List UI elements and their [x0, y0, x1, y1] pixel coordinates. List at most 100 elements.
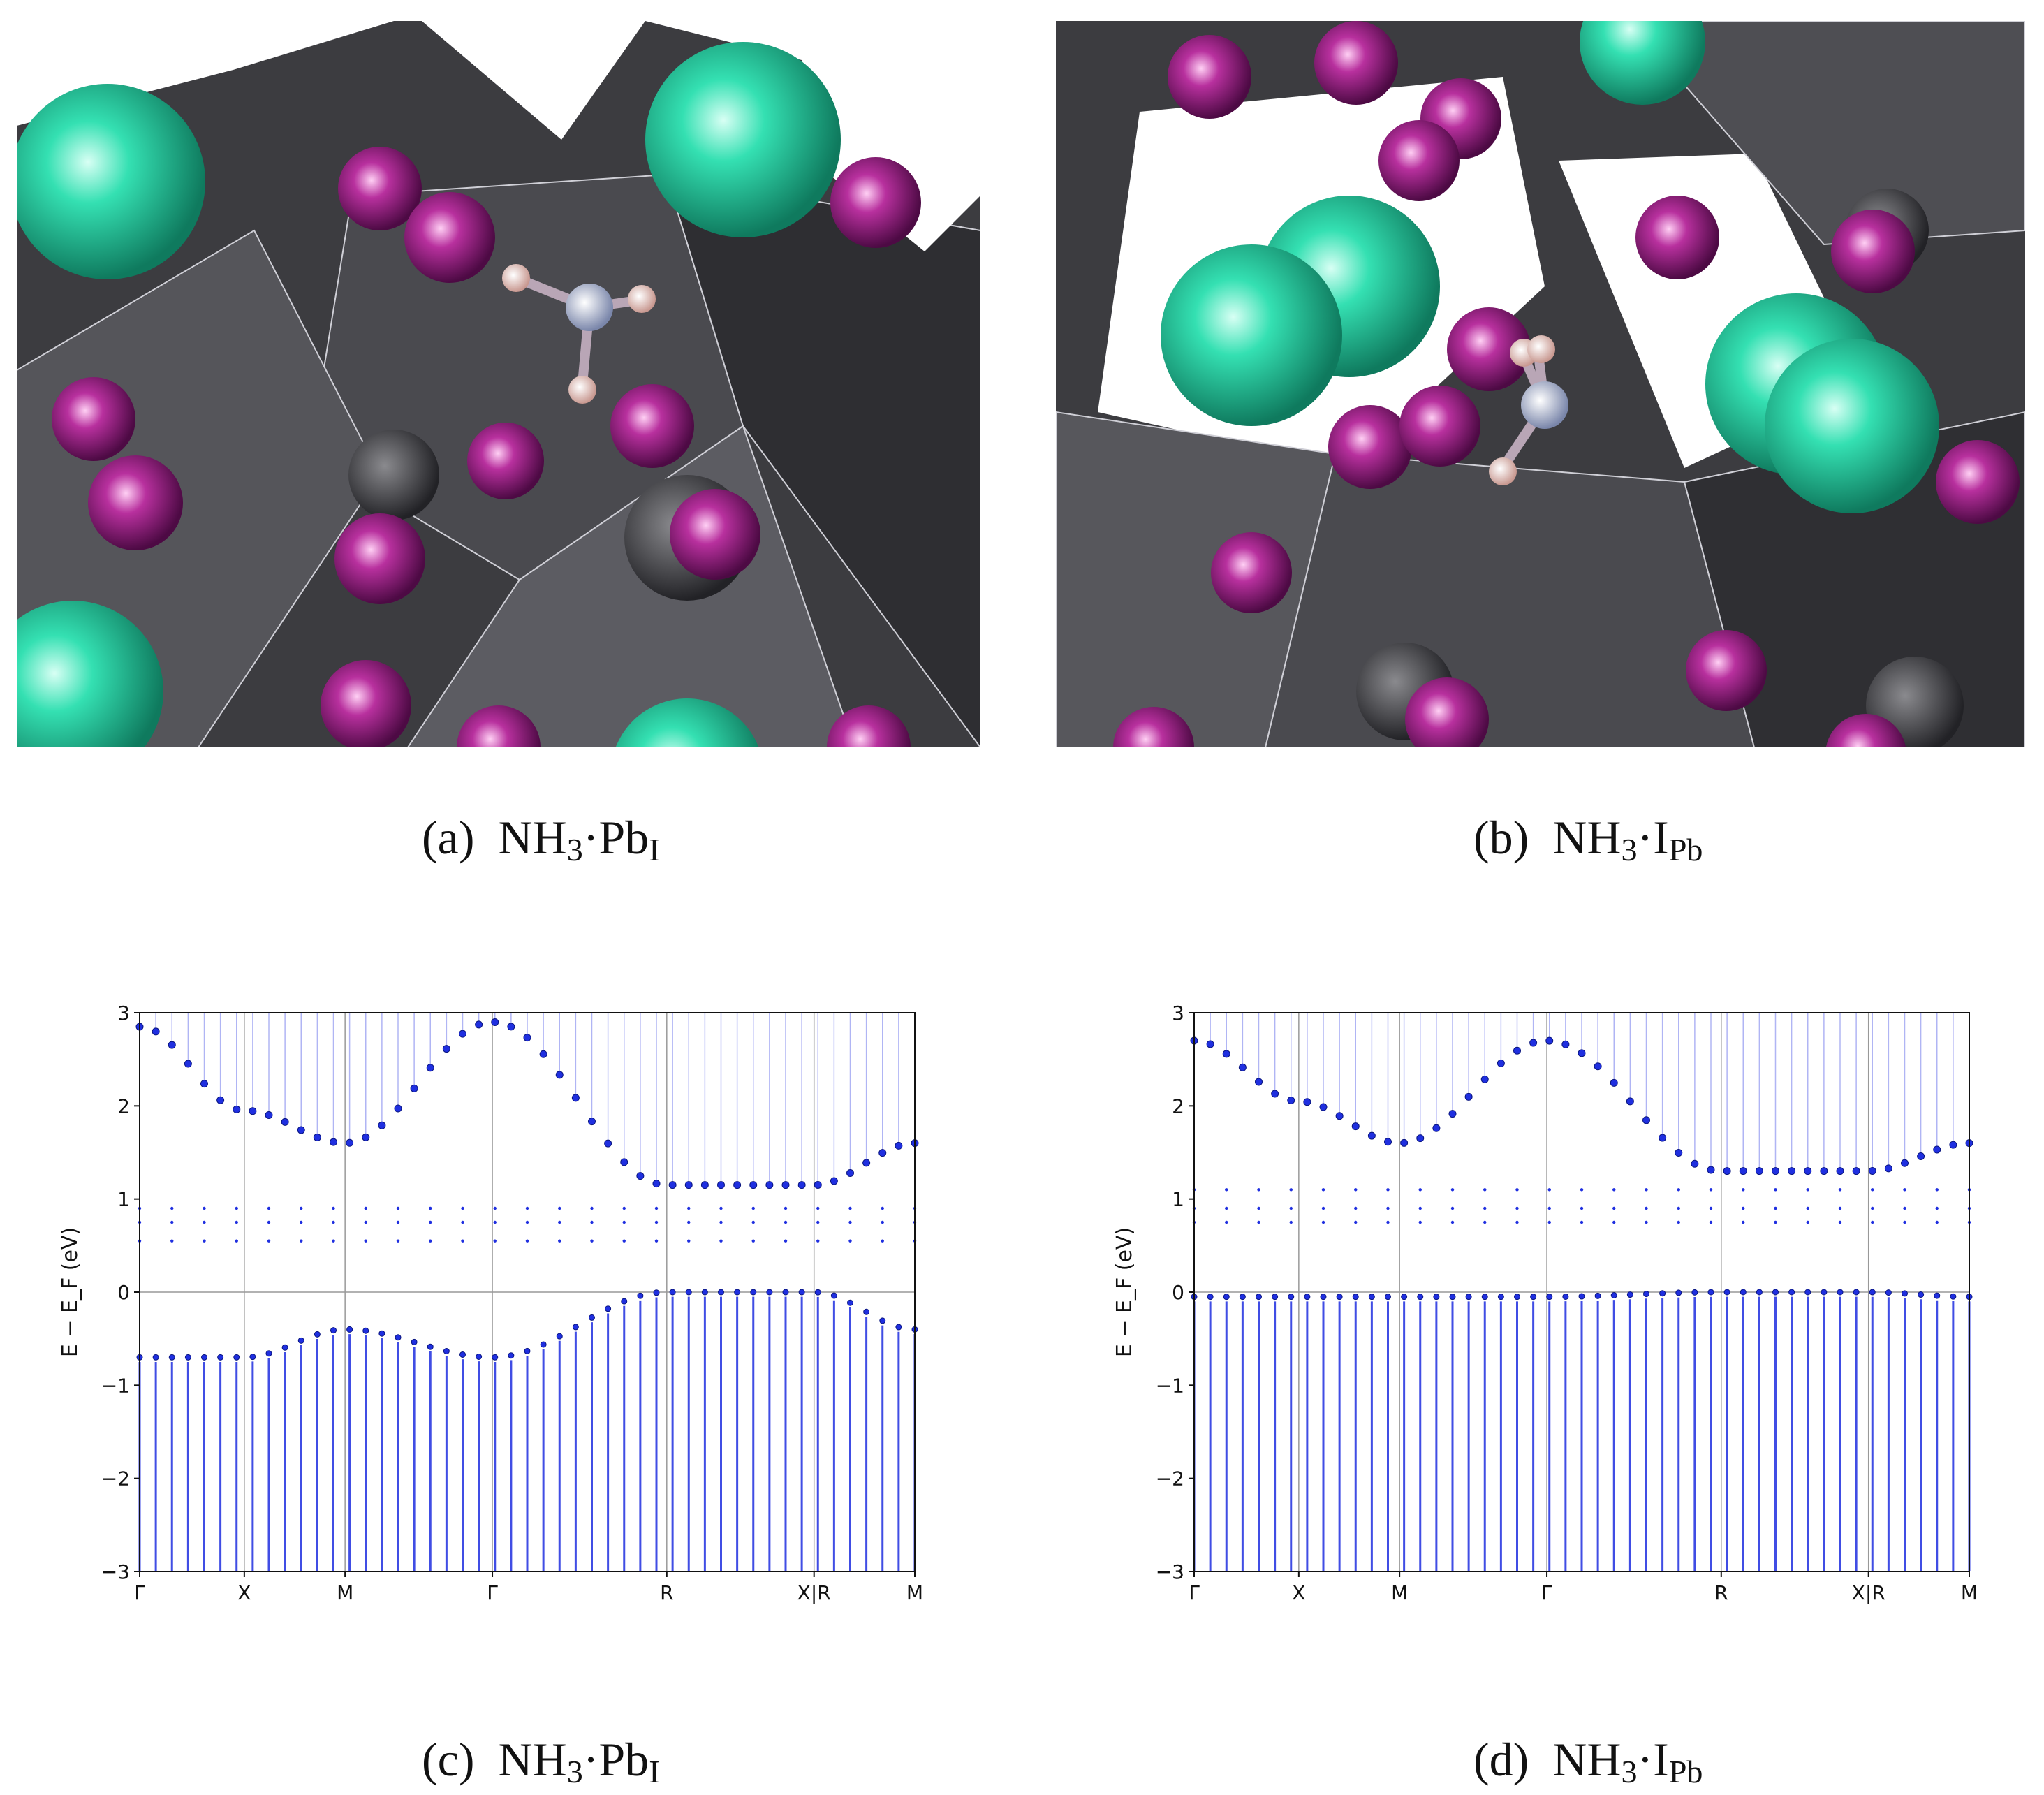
cbm-point	[1561, 1040, 1570, 1048]
defect-level-point	[784, 1239, 788, 1243]
y-tick-label: 2	[117, 1094, 130, 1118]
defect-level-point	[848, 1206, 852, 1210]
vbm-point	[1837, 1289, 1844, 1296]
defect-level-point	[1515, 1188, 1519, 1192]
cbm-point	[1723, 1167, 1731, 1175]
vbm-point	[1594, 1292, 1601, 1299]
y-tick-label: 0	[1172, 1281, 1184, 1304]
defect-level-point	[751, 1220, 755, 1224]
vbm-point	[1401, 1294, 1408, 1301]
cbm-point	[1788, 1167, 1796, 1175]
defect-level-point	[1774, 1206, 1777, 1210]
x-tick-label: Γ	[1541, 1581, 1552, 1604]
defect-level-point	[1742, 1220, 1745, 1224]
x-tick-label: Γ	[1189, 1581, 1200, 1604]
caption-molecule: NH	[1552, 1733, 1622, 1786]
defect-level-point	[1225, 1220, 1228, 1224]
defect-level-point	[1871, 1220, 1874, 1224]
y-tick-label: 3	[117, 1002, 130, 1025]
cbm-point	[378, 1121, 386, 1129]
x-tick-label: M	[337, 1581, 353, 1604]
defect-level-point	[525, 1239, 529, 1243]
vbm-point	[1659, 1290, 1666, 1297]
cbm-point	[394, 1104, 402, 1113]
cbm-point	[1464, 1092, 1473, 1101]
vbm-point	[1723, 1289, 1730, 1296]
y-tick-label: −2	[101, 1467, 130, 1490]
cbm-point	[1755, 1167, 1763, 1175]
vbm-point	[1869, 1289, 1876, 1296]
vbm-point	[701, 1289, 708, 1296]
cbm-point	[830, 1177, 838, 1185]
defect-level-point	[751, 1239, 755, 1243]
vbm-point	[1853, 1289, 1860, 1296]
vbm-point	[1256, 1294, 1262, 1301]
vbm-point	[1707, 1289, 1714, 1296]
defect-level-point	[784, 1206, 788, 1210]
defect-level-point	[881, 1206, 884, 1210]
cbm-point	[475, 1020, 483, 1029]
defect-level-point	[396, 1206, 400, 1210]
cbm-point	[733, 1181, 742, 1189]
defect-level-point	[1612, 1206, 1616, 1210]
defect-level-point	[1289, 1188, 1293, 1192]
y-tick-label: 2	[1172, 1094, 1184, 1118]
cbm-point	[620, 1158, 628, 1166]
cbm-point	[717, 1181, 725, 1189]
cbm-point	[1238, 1063, 1247, 1071]
caption-a: (a) NH3·PbI	[422, 810, 660, 868]
defect-level-point	[1903, 1188, 1906, 1192]
defect-level-point	[1418, 1206, 1422, 1210]
x-tick-label: Γ	[134, 1581, 145, 1604]
caption-defect-subscript: Pb	[1668, 1754, 1703, 1789]
vbm-point	[718, 1289, 724, 1296]
y-tick-label: 3	[1172, 1002, 1184, 1025]
defect-level-point	[203, 1239, 206, 1243]
cbm-point	[1933, 1145, 1941, 1154]
defect-level-point	[1547, 1206, 1551, 1210]
defect-level-point	[622, 1239, 626, 1243]
cbm-point	[330, 1138, 337, 1146]
vbm-point	[184, 1354, 191, 1361]
cbm-point	[1271, 1090, 1279, 1098]
defect-level-point	[1806, 1220, 1809, 1224]
defect-level-point	[332, 1239, 335, 1243]
defect-level-point	[1225, 1188, 1228, 1192]
cbm-point	[216, 1096, 225, 1104]
y-axis-label: E − E_F (eV)	[58, 1227, 82, 1357]
defect-level-point	[590, 1220, 594, 1224]
cbm-point	[1497, 1059, 1505, 1067]
vbm-point	[1497, 1294, 1504, 1301]
cbm-point	[491, 1018, 499, 1026]
vbm-point	[168, 1354, 175, 1361]
band-structure-chart-c: 3 2 1 0 −1 −2 −3 Γ X M Γ R X|R M E − E_F (eV)	[42, 999, 943, 1613]
x-tick-label: M	[906, 1581, 923, 1604]
caption-b: (b) NH3·IPb	[1473, 810, 1703, 868]
vbm-point	[1804, 1289, 1811, 1296]
defect-level-point	[1321, 1206, 1325, 1210]
defect-level-point	[235, 1220, 238, 1224]
cbm-point	[1335, 1112, 1344, 1120]
cbm-point	[588, 1118, 596, 1126]
vbm-point	[411, 1338, 418, 1345]
cbm-point	[1804, 1167, 1812, 1175]
cbm-point	[1480, 1075, 1489, 1083]
defect-level-point	[461, 1220, 464, 1224]
vbm-point	[1336, 1294, 1343, 1301]
y-tick-label: 1	[1172, 1188, 1184, 1211]
cbm-point	[814, 1180, 822, 1189]
vbm-point	[669, 1289, 676, 1296]
vbm-point	[653, 1289, 660, 1296]
vbm-point	[766, 1289, 773, 1296]
caption-molecule-subscript: 3	[1621, 832, 1638, 867]
defect-level-point	[332, 1206, 335, 1210]
cbm-point	[1659, 1134, 1667, 1142]
defect-level-point	[848, 1239, 852, 1243]
defect-level-point	[622, 1206, 626, 1210]
defect-level-point	[1289, 1220, 1293, 1224]
cbm-point	[1626, 1097, 1634, 1106]
defect-level-point	[1935, 1206, 1939, 1210]
vbm-point	[492, 1354, 499, 1361]
defect-level-point	[267, 1206, 271, 1210]
cbm-point	[1303, 1098, 1311, 1106]
